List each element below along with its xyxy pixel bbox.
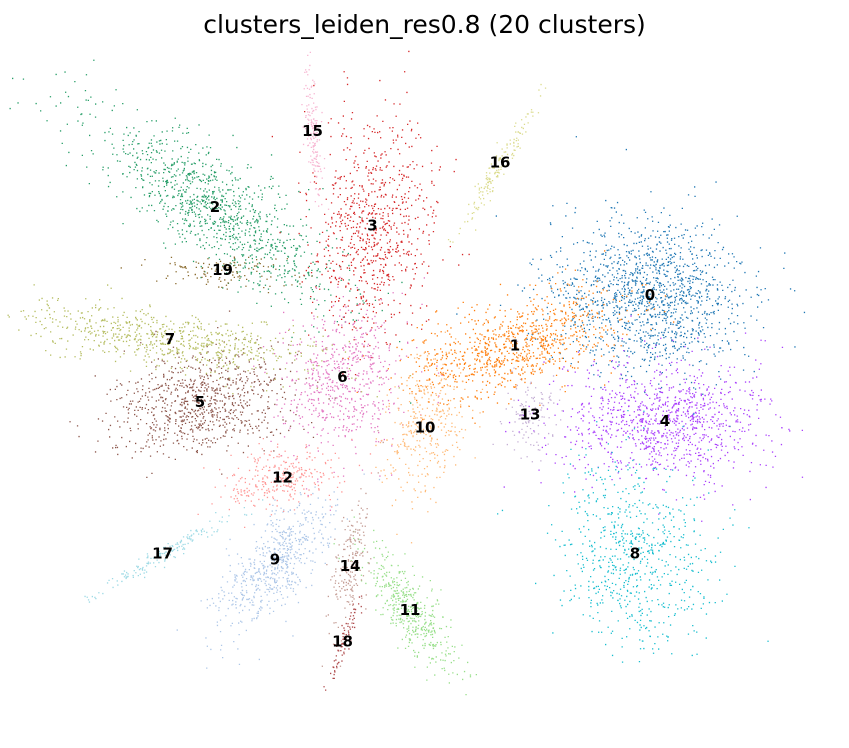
cluster-19-points (120, 256, 313, 294)
cluster-label-9: 9 (270, 551, 280, 569)
cluster-4-points (503, 315, 804, 522)
cluster-label-6: 6 (337, 368, 347, 386)
cluster-1-points (347, 250, 675, 424)
cluster-7-point-cloud (7, 284, 412, 398)
cluster-17-point-cloud (84, 499, 264, 603)
cluster-2-point-cloud (9, 59, 412, 404)
cluster-label-15: 15 (302, 122, 323, 140)
cluster-label-12: 12 (272, 469, 293, 487)
cluster-9-point-cloud (176, 473, 381, 669)
cluster-18-point-cloud (323, 595, 363, 691)
cluster-0-points (456, 136, 806, 428)
cluster-label-5: 5 (195, 393, 205, 411)
cluster-label-1: 1 (510, 336, 520, 354)
cluster-19-point-cloud (120, 256, 313, 294)
cluster-0-point-cloud (456, 136, 806, 428)
cluster-label-8: 8 (630, 544, 640, 562)
cluster-12-points (197, 438, 373, 528)
cluster-2-points (9, 59, 412, 404)
cluster-label-19: 19 (212, 261, 233, 279)
cluster-8-points (497, 410, 769, 663)
cluster-label-16: 16 (490, 154, 511, 172)
cluster-label-0: 0 (645, 286, 655, 304)
cluster-12-point-cloud (197, 438, 373, 528)
cluster-8-point-cloud (497, 410, 769, 663)
cluster-3-points (271, 50, 470, 377)
cluster-14-point-cloud (321, 430, 384, 667)
cluster-label-3: 3 (367, 217, 377, 235)
cluster-15-points (301, 51, 330, 210)
cluster-label-11: 11 (400, 601, 421, 619)
cluster-label-18: 18 (332, 633, 353, 651)
cluster-18-points (323, 595, 363, 691)
points-layer (7, 50, 806, 696)
cluster-10-points (375, 331, 484, 544)
cluster-label-4: 4 (660, 412, 670, 430)
cluster-label-7: 7 (165, 330, 175, 348)
cluster-label-10: 10 (415, 418, 436, 436)
cluster-14-points (321, 430, 384, 667)
cluster-15-point-cloud (301, 51, 330, 210)
cluster-13-points (492, 340, 563, 463)
cluster-label-2: 2 (210, 198, 220, 216)
cluster-9-points (176, 473, 381, 669)
cluster-7-points (7, 284, 412, 398)
cluster-label-17: 17 (152, 544, 173, 562)
cluster-1-point-cloud (347, 250, 675, 424)
cluster-4-point-cloud (503, 315, 804, 522)
cluster-17-points (84, 499, 264, 603)
cluster-13-point-cloud (492, 340, 563, 463)
cluster-label-14: 14 (340, 557, 361, 575)
cluster-label-13: 13 (520, 406, 541, 424)
cluster-10-point-cloud (375, 331, 484, 544)
chart-title: clusters_leiden_res0.8 (20 clusters) (203, 10, 646, 39)
cluster-3-point-cloud (271, 50, 470, 377)
